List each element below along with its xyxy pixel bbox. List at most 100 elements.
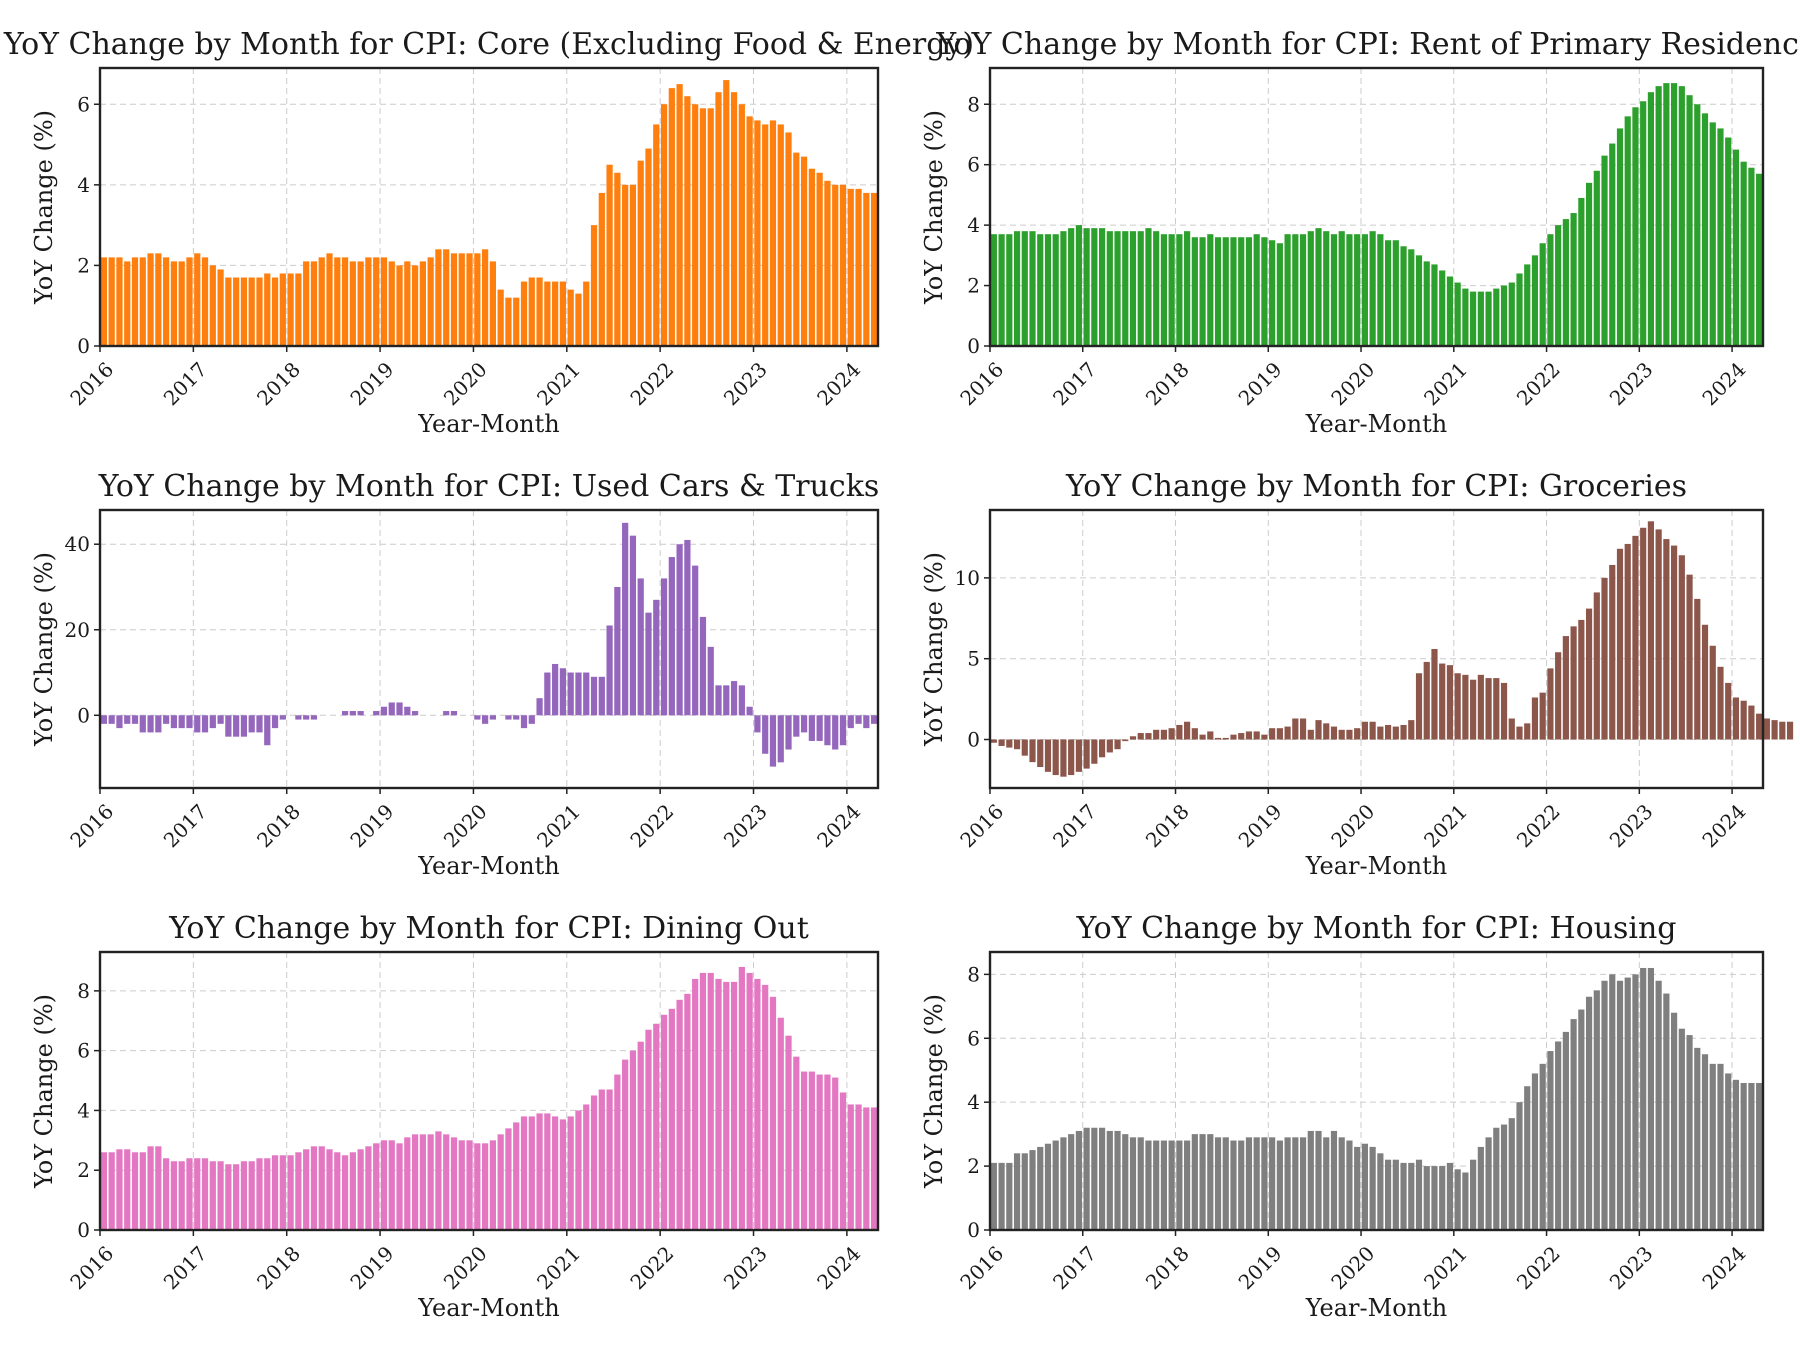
y-tick-label: 4 xyxy=(77,1098,90,1122)
bar xyxy=(411,265,419,346)
bar xyxy=(1044,1143,1052,1230)
bar xyxy=(590,676,598,716)
x-tick-label: 2021 xyxy=(532,1241,585,1294)
bar xyxy=(1678,555,1685,740)
bar xyxy=(1423,1166,1430,1230)
bar xyxy=(1315,720,1322,740)
bar xyxy=(124,261,131,346)
bar xyxy=(505,715,512,720)
bar xyxy=(264,715,271,746)
bar xyxy=(1493,288,1500,346)
bar xyxy=(1060,739,1067,777)
bar xyxy=(256,1158,263,1230)
bar xyxy=(598,1089,605,1230)
bar xyxy=(1423,261,1430,346)
y-tick-label: 6 xyxy=(77,92,90,116)
bar xyxy=(404,1137,411,1230)
y-tick-label: 0 xyxy=(967,334,980,358)
bar xyxy=(1369,721,1376,740)
bar xyxy=(1408,720,1415,740)
bar xyxy=(622,1059,629,1230)
bar xyxy=(1578,619,1585,740)
bar xyxy=(1748,167,1755,346)
bar xyxy=(349,261,356,346)
bar xyxy=(1184,1140,1191,1230)
bar xyxy=(1191,1134,1198,1230)
bar xyxy=(746,972,753,1230)
bar xyxy=(1524,723,1531,740)
bar xyxy=(1044,739,1052,772)
bar xyxy=(170,715,178,729)
bar xyxy=(240,277,248,346)
bar xyxy=(201,1158,209,1230)
bar xyxy=(1191,237,1198,346)
bar xyxy=(1207,234,1214,346)
x-tick-label: 2016 xyxy=(955,1241,1008,1294)
bar xyxy=(108,1152,115,1230)
bar xyxy=(684,539,691,716)
bar xyxy=(1338,1137,1345,1230)
bar xyxy=(1199,734,1206,740)
bar xyxy=(793,715,800,737)
bar xyxy=(575,672,582,716)
bar xyxy=(1709,1063,1716,1230)
bar xyxy=(108,715,115,724)
bar xyxy=(310,261,318,346)
bar xyxy=(1477,674,1484,740)
bar xyxy=(1400,724,1407,740)
bar xyxy=(1137,231,1144,346)
bar xyxy=(1779,721,1786,740)
bar xyxy=(1555,225,1562,346)
bar xyxy=(1562,636,1569,740)
bar xyxy=(668,557,675,716)
bar xyxy=(871,1107,878,1230)
bar xyxy=(373,257,380,346)
chart-panel-6: 0 2 4 6 8 2016 2017 2018 2019 2020 2021 2022 2023 202… xyxy=(920,911,1765,1322)
bar xyxy=(769,120,777,346)
bar xyxy=(1222,1137,1229,1230)
bar xyxy=(1524,264,1531,346)
bar xyxy=(326,253,333,346)
bar xyxy=(1361,1143,1368,1230)
bar xyxy=(1354,728,1361,740)
bar xyxy=(1330,1130,1338,1230)
bar xyxy=(769,996,777,1230)
bar xyxy=(1725,682,1732,740)
bar xyxy=(528,715,535,724)
bar xyxy=(209,1161,216,1230)
x-tick-label: 2022 xyxy=(1512,357,1565,410)
plot-frame xyxy=(98,950,880,1232)
bar xyxy=(536,698,543,716)
bar xyxy=(1462,288,1469,346)
bar xyxy=(466,253,473,346)
plot-frame xyxy=(988,950,1765,1232)
bar xyxy=(598,192,605,346)
x-tick-label: 2016 xyxy=(65,1241,118,1294)
bar xyxy=(1616,980,1624,1230)
bar xyxy=(1686,1035,1693,1230)
bar xyxy=(411,1134,419,1230)
y-tick-label: 40 xyxy=(65,532,90,556)
bar xyxy=(1431,1166,1438,1230)
bar xyxy=(1068,739,1075,776)
x-tick-label: 2017 xyxy=(159,1241,212,1294)
bar xyxy=(824,180,831,346)
bar xyxy=(1516,1102,1523,1230)
bar xyxy=(1709,122,1716,346)
bar xyxy=(1539,243,1546,346)
bar xyxy=(450,253,458,346)
y-tick-label: 4 xyxy=(77,173,90,197)
bar xyxy=(1717,1063,1724,1230)
bar xyxy=(1454,673,1461,740)
bar xyxy=(1160,234,1168,346)
bar xyxy=(217,1161,224,1230)
bar xyxy=(1616,548,1624,740)
bar xyxy=(800,1071,808,1230)
bar xyxy=(1083,228,1090,346)
bar xyxy=(1168,234,1175,346)
y-tick-label: 20 xyxy=(65,618,90,642)
x-tick-label: 2016 xyxy=(65,357,118,410)
bar xyxy=(287,1155,294,1230)
bar xyxy=(178,715,185,729)
x-tick-label: 2017 xyxy=(1048,799,1101,852)
